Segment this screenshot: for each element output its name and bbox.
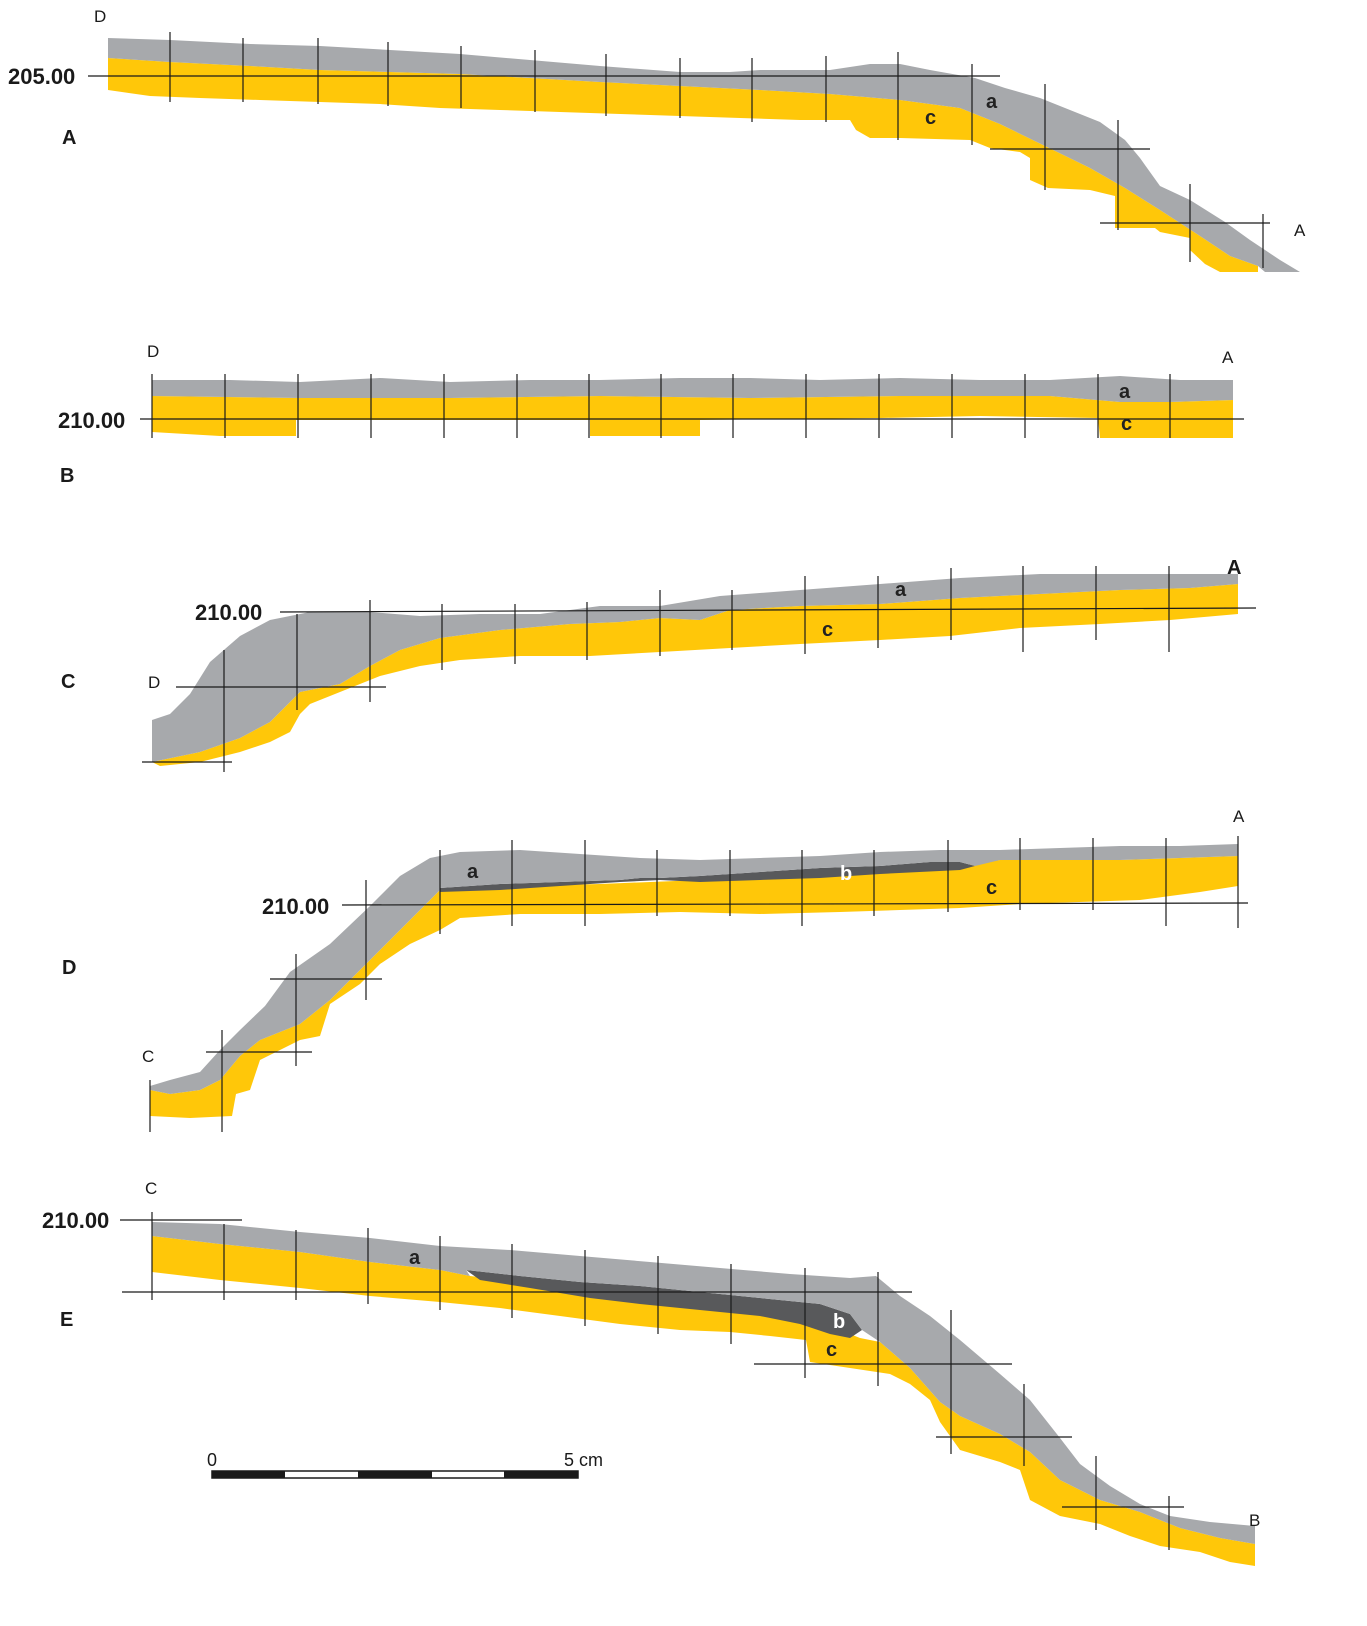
scale-bar-start-label: 0 [207, 1450, 217, 1470]
section-b-end-label: A [1222, 348, 1234, 367]
section-a-layer-c [108, 58, 1258, 272]
section-c-elevation-label: 210.00 [195, 600, 262, 625]
section-a-elevation-label: 205.00 [8, 64, 75, 89]
section-e-layer-a [152, 1222, 1255, 1544]
section-e-elevation-label: 210.00 [42, 1208, 109, 1233]
section-b-start-label: D [147, 342, 159, 361]
section-c-layer-c [152, 584, 1238, 766]
section-d-grid [149, 836, 1249, 1132]
section-e-start-label: C [145, 1179, 157, 1198]
section-d-layer-b-label: b [840, 863, 852, 885]
section-d-elevation-label: 210.00 [262, 894, 329, 919]
section-b-grid [140, 374, 1244, 438]
section-c: 210.00 C D A a c [61, 557, 1257, 772]
scale-bar-segment-1 [212, 1471, 285, 1478]
section-c-label: C [61, 671, 75, 693]
section-e-layer-c [152, 1236, 1255, 1566]
section-e-layer-a-label: a [409, 1247, 421, 1269]
section-c-layer-a [152, 574, 1238, 762]
section-a: 205.00 A D A a c [8, 7, 1306, 272]
scale-bar-segment-5 [504, 1471, 578, 1478]
section-e-layer-b-label: b [833, 1311, 845, 1333]
section-c-layer-a-label: a [895, 579, 907, 601]
scale-bar: 0 5 cm [207, 1450, 603, 1479]
section-e-layer-b [466, 1270, 862, 1338]
section-c-start-label: D [148, 673, 160, 692]
section-c-end-label: A [1227, 557, 1241, 579]
section-a-label: A [62, 127, 76, 149]
section-b-layer-c-label: c [1121, 413, 1132, 435]
section-b-label: B [60, 465, 74, 487]
section-d-layer-b [440, 862, 975, 892]
section-d-end-label: A [1233, 807, 1245, 826]
section-d-layer-a-label: a [467, 861, 479, 883]
section-a-end-label: A [1294, 221, 1306, 240]
section-a-grid [88, 32, 1270, 268]
section-d-start-label: C [142, 1047, 154, 1066]
scale-bar-segment-3 [358, 1471, 432, 1478]
section-a-start-label: D [94, 7, 106, 26]
section-e-label: E [60, 1309, 73, 1331]
section-e-grid [120, 1212, 1184, 1550]
section-a-layer-a [108, 38, 1300, 272]
section-b: 210.00 B D A a c [58, 342, 1244, 487]
section-d: 210.00 D C A a b c [62, 807, 1249, 1132]
section-e-end-label: B [1249, 1511, 1260, 1530]
section-a-layer-a-label: a [986, 91, 998, 113]
section-e-layer-c-label: c [826, 1339, 837, 1361]
section-b-layer-a [152, 376, 1233, 402]
section-d-layer-a [150, 844, 1238, 1094]
section-d-layer-c [150, 856, 1238, 1118]
scale-bar-end-label: 5 cm [564, 1450, 603, 1470]
section-c-layer-c-label: c [822, 619, 833, 641]
section-e: 210.00 E C B a b c [42, 1179, 1260, 1566]
section-b-layer-c [152, 396, 1233, 438]
section-a-layer-c-label: c [925, 107, 936, 129]
section-d-label: D [62, 957, 76, 979]
section-d-layer-c-label: c [986, 877, 997, 899]
section-b-layer-a-label: a [1119, 381, 1131, 403]
section-c-grid [142, 566, 1257, 772]
section-b-elevation-label: 210.00 [58, 408, 125, 433]
